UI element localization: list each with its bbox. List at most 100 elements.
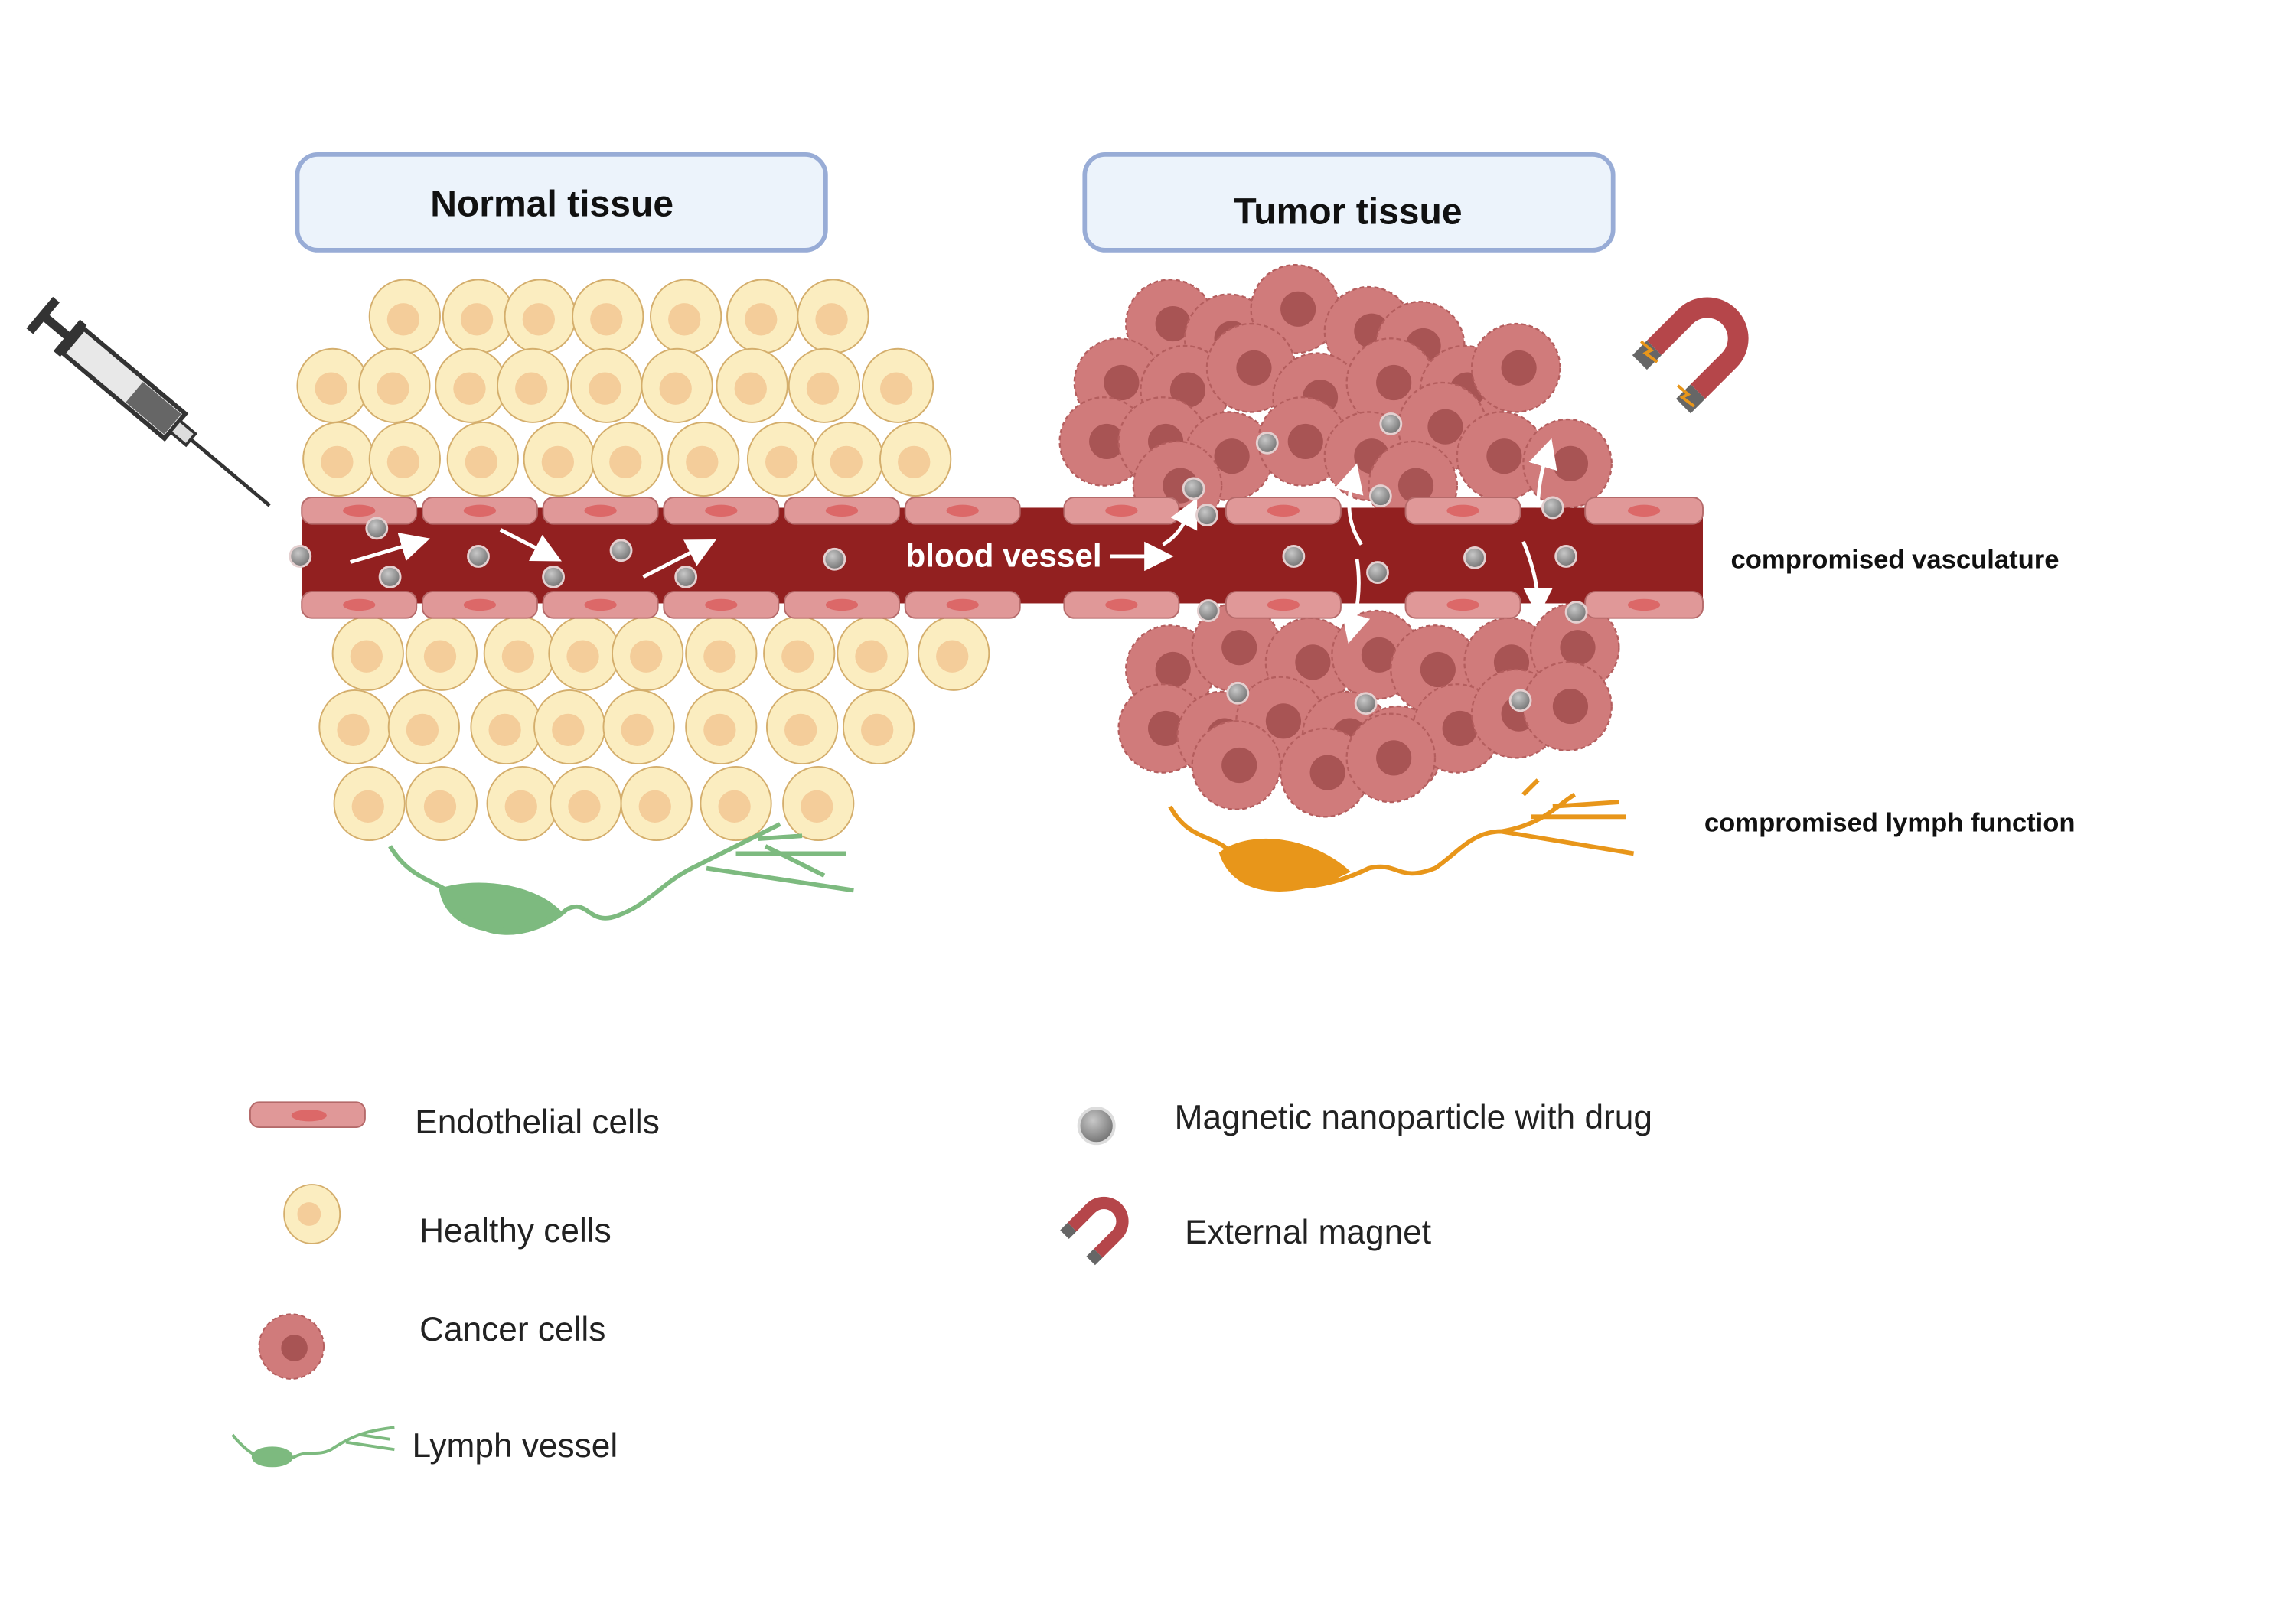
- healthy-cell: [650, 279, 722, 354]
- healthy-cell: [612, 615, 684, 691]
- healthy-cell: [837, 615, 909, 691]
- endothelial-cell: [904, 591, 1021, 619]
- flow-arrow: [350, 533, 430, 564]
- compromised-lymph-label: compromised lymph function: [1704, 809, 2076, 838]
- nanoparticle: [467, 545, 490, 568]
- compromised-vasculature-label: compromised vasculature: [1731, 545, 2060, 574]
- legend-item-nanoparticle: Magnetic nanoparticle with drug: [1077, 1099, 1652, 1146]
- nanoparticle-icon: [1077, 1107, 1116, 1146]
- cancer-cell: [1522, 418, 1613, 509]
- healthy-cell: [358, 347, 431, 423]
- healthy-cell: [368, 421, 441, 497]
- cancer-cell: [1191, 720, 1282, 810]
- nanoparticle: [1255, 431, 1279, 455]
- healthy-cell: [641, 347, 713, 423]
- extravasation-arrow: [1335, 463, 1364, 546]
- healthy-cell: [602, 689, 675, 765]
- healthy-cell: [486, 765, 559, 842]
- nanoparticle: [1195, 504, 1218, 526]
- healthy-cell: [550, 765, 622, 842]
- endothelial-cell: [1063, 591, 1180, 619]
- healthy-cell: [685, 615, 758, 691]
- lymph-vessel-icon: [231, 1426, 395, 1468]
- extravasation-arrow: [1528, 438, 1557, 508]
- healthy-cell: [570, 347, 643, 423]
- legend-label: Cancer cells: [419, 1311, 605, 1348]
- nanoparticle: [378, 565, 402, 588]
- endothelial-cell: [301, 591, 418, 619]
- healthy-cell: [811, 421, 884, 497]
- healthy-cell: [523, 421, 595, 497]
- syringe-icon: [26, 296, 271, 507]
- blood-vessel-label: blood vessel: [905, 537, 1101, 573]
- endothelial-cell: [421, 497, 538, 525]
- healthy-cell: [716, 347, 788, 423]
- healthy-cells-group: [296, 279, 990, 842]
- flow-arrow: [499, 528, 562, 562]
- legend-label: Lymph vessel: [412, 1427, 618, 1465]
- healthy-cell: [333, 765, 406, 842]
- healthy-cell: [797, 279, 869, 354]
- legend-item-endothelial: Endothelial cells: [249, 1101, 660, 1141]
- endothelial-cell: [1063, 497, 1180, 525]
- nanoparticle: [609, 539, 633, 562]
- extravasation-arrow: [1521, 540, 1553, 618]
- healthy-cell: [533, 689, 606, 765]
- nanoparticle: [1282, 545, 1306, 568]
- healthy-cell: [763, 615, 836, 691]
- external-magnet-icon: [1632, 297, 1749, 414]
- nanoparticle: [542, 565, 565, 588]
- endothelial-cell: [301, 497, 418, 525]
- healthy-cell: [296, 347, 369, 423]
- nanoparticle: [1379, 412, 1403, 435]
- nanoparticle: [823, 547, 846, 571]
- endothelial-cell-icon: [291, 1110, 327, 1122]
- nanoparticle: [1354, 692, 1378, 715]
- healthy-cell: [405, 615, 478, 691]
- healthy-cell: [842, 689, 915, 765]
- healthy-cell: [435, 347, 507, 423]
- healthy-cell: [788, 347, 861, 423]
- endothelial-cell: [421, 591, 538, 619]
- normal-lymph-vessel: [388, 822, 854, 935]
- legend-label: External magnet: [1185, 1214, 1431, 1251]
- legend-item-magnet: External magnet: [1060, 1196, 1431, 1266]
- endothelial-cell: [663, 591, 780, 619]
- healthy-cell: [918, 615, 990, 691]
- healthy-cell: [446, 421, 519, 497]
- endothelial-cell: [1584, 591, 1704, 619]
- flow-arrow: [642, 539, 716, 579]
- healthy-cell: [765, 689, 839, 765]
- healthy-cell: [497, 347, 569, 423]
- cancer-cell: [1522, 661, 1613, 751]
- cancer-cell: [1191, 602, 1282, 693]
- tumor-tissue-title: Tumor tissue: [1234, 191, 1462, 232]
- healthy-cell: [879, 421, 952, 497]
- endothelial-cell: [542, 591, 659, 619]
- legend: Endothelial cells Healthy cells Cancer c…: [231, 1099, 1652, 1468]
- healthy-cell: [726, 279, 799, 354]
- nanoparticle: [1508, 689, 1532, 712]
- tumor-lymph-vessel: [1168, 778, 1635, 892]
- cancer-cell: [1456, 411, 1547, 501]
- legend-item-lymph: Lymph vessel: [231, 1426, 618, 1468]
- nanoparticle: [289, 545, 312, 568]
- tumor-tissue-header: Tumor tissue: [1082, 152, 1616, 253]
- healthy-cell: [483, 615, 556, 691]
- magnet-icon: [1060, 1196, 1129, 1266]
- healthy-cell: [442, 279, 515, 354]
- healthy-cell: [685, 689, 758, 765]
- healthy-cell: [368, 279, 441, 354]
- healthy-cell: [782, 765, 855, 842]
- healthy-cell: [548, 615, 621, 691]
- extravasation-arrow: [1341, 559, 1371, 644]
- legend-item-healthy: Healthy cells: [283, 1184, 612, 1250]
- healthy-cell: [302, 421, 375, 497]
- healthy-cell: [405, 765, 478, 842]
- cancer-cell: [1345, 712, 1437, 804]
- cancer-cell: [1257, 396, 1348, 487]
- healthy-cell: [620, 765, 693, 842]
- nanoparticle: [365, 517, 389, 540]
- nanoparticle: [1196, 599, 1220, 622]
